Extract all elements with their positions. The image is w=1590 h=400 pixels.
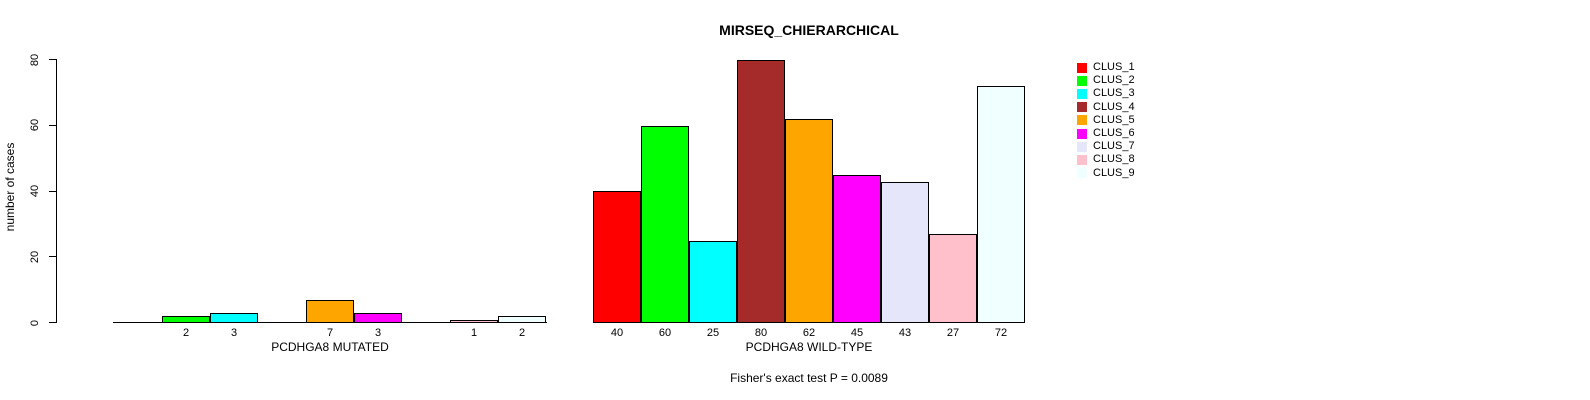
legend-swatch xyxy=(1077,168,1087,179)
bar-value-label: 7 xyxy=(326,327,334,339)
y-tick-label: 20 xyxy=(29,250,41,263)
bar-clus_3 xyxy=(689,240,737,323)
bar-clus_6 xyxy=(833,174,881,323)
bar-clus_1 xyxy=(593,190,641,323)
legend-swatch xyxy=(1077,154,1087,165)
y-tick-label: 60 xyxy=(29,119,41,132)
y-axis-line xyxy=(56,59,57,323)
y-axis-label: number of cases xyxy=(3,142,17,232)
x-baseline-wild-type-group xyxy=(593,322,1025,323)
y-tick xyxy=(49,256,56,258)
legend-label: CLUS_4 xyxy=(1093,100,1135,113)
group-label-mutated: PCDHGA8 MUTATED xyxy=(271,340,389,354)
caption-fisher-test: Fisher's exact test P = 0.0089 xyxy=(730,371,888,385)
bar-clus_2 xyxy=(641,125,689,323)
legend-swatch xyxy=(1077,115,1087,126)
bar-value-label: 3 xyxy=(230,327,238,339)
bar-value-label: 62 xyxy=(802,327,816,339)
x-baseline-mutated-group xyxy=(113,322,547,323)
y-tick xyxy=(49,322,56,323)
bar-value-label: 45 xyxy=(850,327,864,339)
legend-label: CLUS_3 xyxy=(1093,87,1135,100)
bar-value-label: 80 xyxy=(754,327,768,339)
y-tick-label: 80 xyxy=(29,53,41,66)
legend-label: CLUS_9 xyxy=(1093,166,1135,179)
bar-clus_2 xyxy=(162,315,210,323)
bar-value-label: 2 xyxy=(182,327,190,339)
bar-clus_8 xyxy=(929,233,977,323)
bar-value-label: 40 xyxy=(610,327,624,339)
bar-clus_5 xyxy=(785,118,833,323)
y-tick xyxy=(49,190,56,192)
y-tick-label: 40 xyxy=(29,184,41,198)
bar-clus_5 xyxy=(306,299,354,323)
bar-clus_9 xyxy=(498,315,546,323)
bar-value-label: 27 xyxy=(946,327,960,339)
bar-clus_7 xyxy=(881,181,929,323)
legend-label: CLUS_2 xyxy=(1093,74,1135,87)
legend-swatch xyxy=(1077,62,1087,73)
chart-title: MIRSEQ_CHIERARCHICAL xyxy=(719,22,899,38)
bar-clus_4 xyxy=(737,59,785,323)
bar-value-label: 72 xyxy=(994,327,1008,339)
legend-swatch xyxy=(1077,141,1087,152)
bar-clus_8 xyxy=(450,319,498,323)
bar-value-label: 3 xyxy=(374,327,382,339)
legend-label: CLUS_1 xyxy=(1093,61,1135,73)
legend-swatch xyxy=(1077,88,1087,99)
bar-value-label: 25 xyxy=(706,327,720,339)
bar-value-label: 60 xyxy=(658,327,672,339)
y-tick-label: 0 xyxy=(29,319,41,326)
group-label-wild-type: PCDHGA8 WILD-TYPE xyxy=(745,340,873,354)
bar-clus_9 xyxy=(977,85,1025,323)
legend-label: CLUS_6 xyxy=(1093,127,1135,139)
bar-clus_6 xyxy=(354,312,402,323)
legend-label: CLUS_8 xyxy=(1093,153,1135,166)
legend-label: CLUS_5 xyxy=(1093,113,1135,126)
y-tick xyxy=(49,59,56,60)
bar-value-label: 43 xyxy=(898,327,912,339)
legend-swatch xyxy=(1077,102,1087,113)
legend-label: CLUS_7 xyxy=(1093,140,1135,153)
bar-value-label: 2 xyxy=(518,327,526,339)
y-tick xyxy=(49,124,56,126)
bar-clus_3 xyxy=(210,312,258,323)
legend-swatch xyxy=(1077,128,1087,139)
bar-value-label: 1 xyxy=(470,327,478,339)
legend-swatch xyxy=(1077,75,1087,86)
